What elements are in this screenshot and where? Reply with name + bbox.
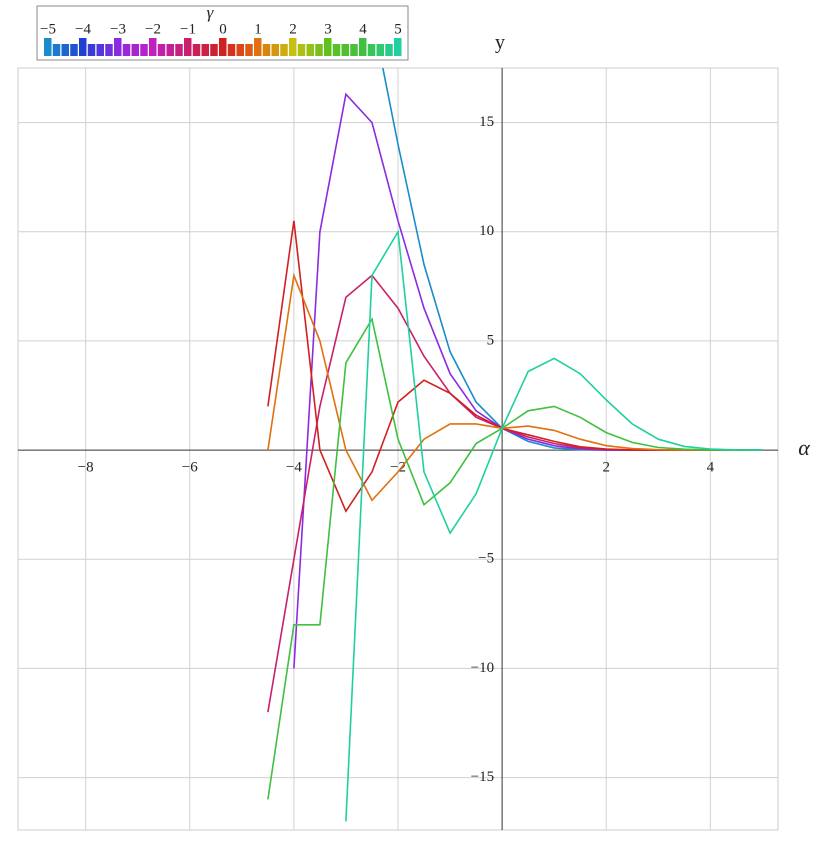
x-tick-label: 2 [602, 460, 610, 476]
colorbar-title: γ [207, 3, 215, 22]
y-tick-label: 15 [479, 114, 494, 130]
colorbar-swatch [394, 38, 402, 56]
colorbar-swatch [44, 38, 52, 56]
y-tick-label: −10 [471, 660, 494, 676]
y-tick-label: −15 [471, 769, 494, 785]
colorbar-tick-label: 0 [219, 21, 227, 37]
curve [267, 316, 763, 800]
colorbar-swatch [332, 44, 341, 56]
colorbar-swatch [254, 38, 262, 56]
colorbar-swatch [341, 44, 349, 56]
colorbar-swatch [61, 44, 69, 56]
x-tick-label: −4 [286, 460, 302, 476]
colorbar-swatch [52, 44, 61, 56]
colorbar-swatch [105, 44, 113, 56]
curve [345, 229, 763, 822]
colorbar-swatch [315, 44, 323, 56]
colorbar-swatch [236, 44, 244, 56]
colorbar-swatch [157, 44, 166, 56]
colorbar-swatch [175, 44, 183, 56]
colorbar-swatch [280, 44, 288, 56]
colorbar-swatch [350, 44, 358, 56]
colorbar-swatch [87, 44, 96, 56]
curves [267, 68, 763, 822]
x-tick-label: −6 [182, 460, 198, 476]
colorbar-swatch [79, 38, 87, 56]
curve [267, 272, 763, 502]
x-tick-label: −8 [78, 460, 94, 476]
colorbar-tick-label: −5 [40, 21, 56, 37]
x-tick-label: 4 [707, 460, 715, 476]
colorbar-swatch [96, 44, 104, 56]
colorbar-tick-label: 2 [289, 21, 297, 37]
colorbar-swatch [297, 44, 306, 56]
colorbar-swatch [149, 38, 157, 56]
colorbar-swatch [166, 44, 174, 56]
colorbar-swatch [122, 44, 131, 56]
y-tick-label: −5 [478, 551, 494, 567]
colorbar-swatch [262, 44, 271, 56]
colorbar-swatch [140, 44, 148, 56]
y-tick-label: 5 [487, 332, 495, 348]
colorbar-swatch [376, 44, 384, 56]
colorbar-tick-label: 3 [324, 21, 332, 37]
x-axis-label: α [798, 435, 810, 460]
colorbar-swatch [114, 38, 122, 56]
colorbar-swatch [192, 44, 201, 56]
x-tick-label: −2 [390, 460, 406, 476]
colorbar-swatch [367, 44, 376, 56]
colorbar-tick-label: 5 [394, 21, 402, 37]
colorbar-swatch [245, 44, 253, 56]
colorbar-swatch [359, 38, 367, 56]
colorbar-swatch [227, 44, 236, 56]
colorbar-swatch [271, 44, 279, 56]
colorbar-swatch [324, 38, 332, 56]
colorbar-tick-label: 1 [254, 21, 262, 37]
colorbar-tick-label: −1 [180, 21, 196, 37]
colorbar-tick-label: −3 [110, 21, 126, 37]
y-axis-label: y [495, 32, 505, 54]
colorbar-swatch [131, 44, 139, 56]
colorbar-tick-label: −2 [145, 21, 161, 37]
colorbar-tick-label: −4 [75, 21, 91, 37]
colorbar-swatch [306, 44, 314, 56]
colorbar-swatch [289, 38, 297, 56]
colorbar-swatch [385, 44, 393, 56]
colorbar-swatch [219, 38, 227, 56]
colorbar-swatch [70, 44, 78, 56]
colorbar-tick-label: 4 [359, 21, 367, 37]
colorbar-swatch [184, 38, 192, 56]
y-tick-label: 10 [479, 223, 494, 239]
colorbar-swatch [210, 44, 218, 56]
colorbar-swatch [201, 44, 209, 56]
